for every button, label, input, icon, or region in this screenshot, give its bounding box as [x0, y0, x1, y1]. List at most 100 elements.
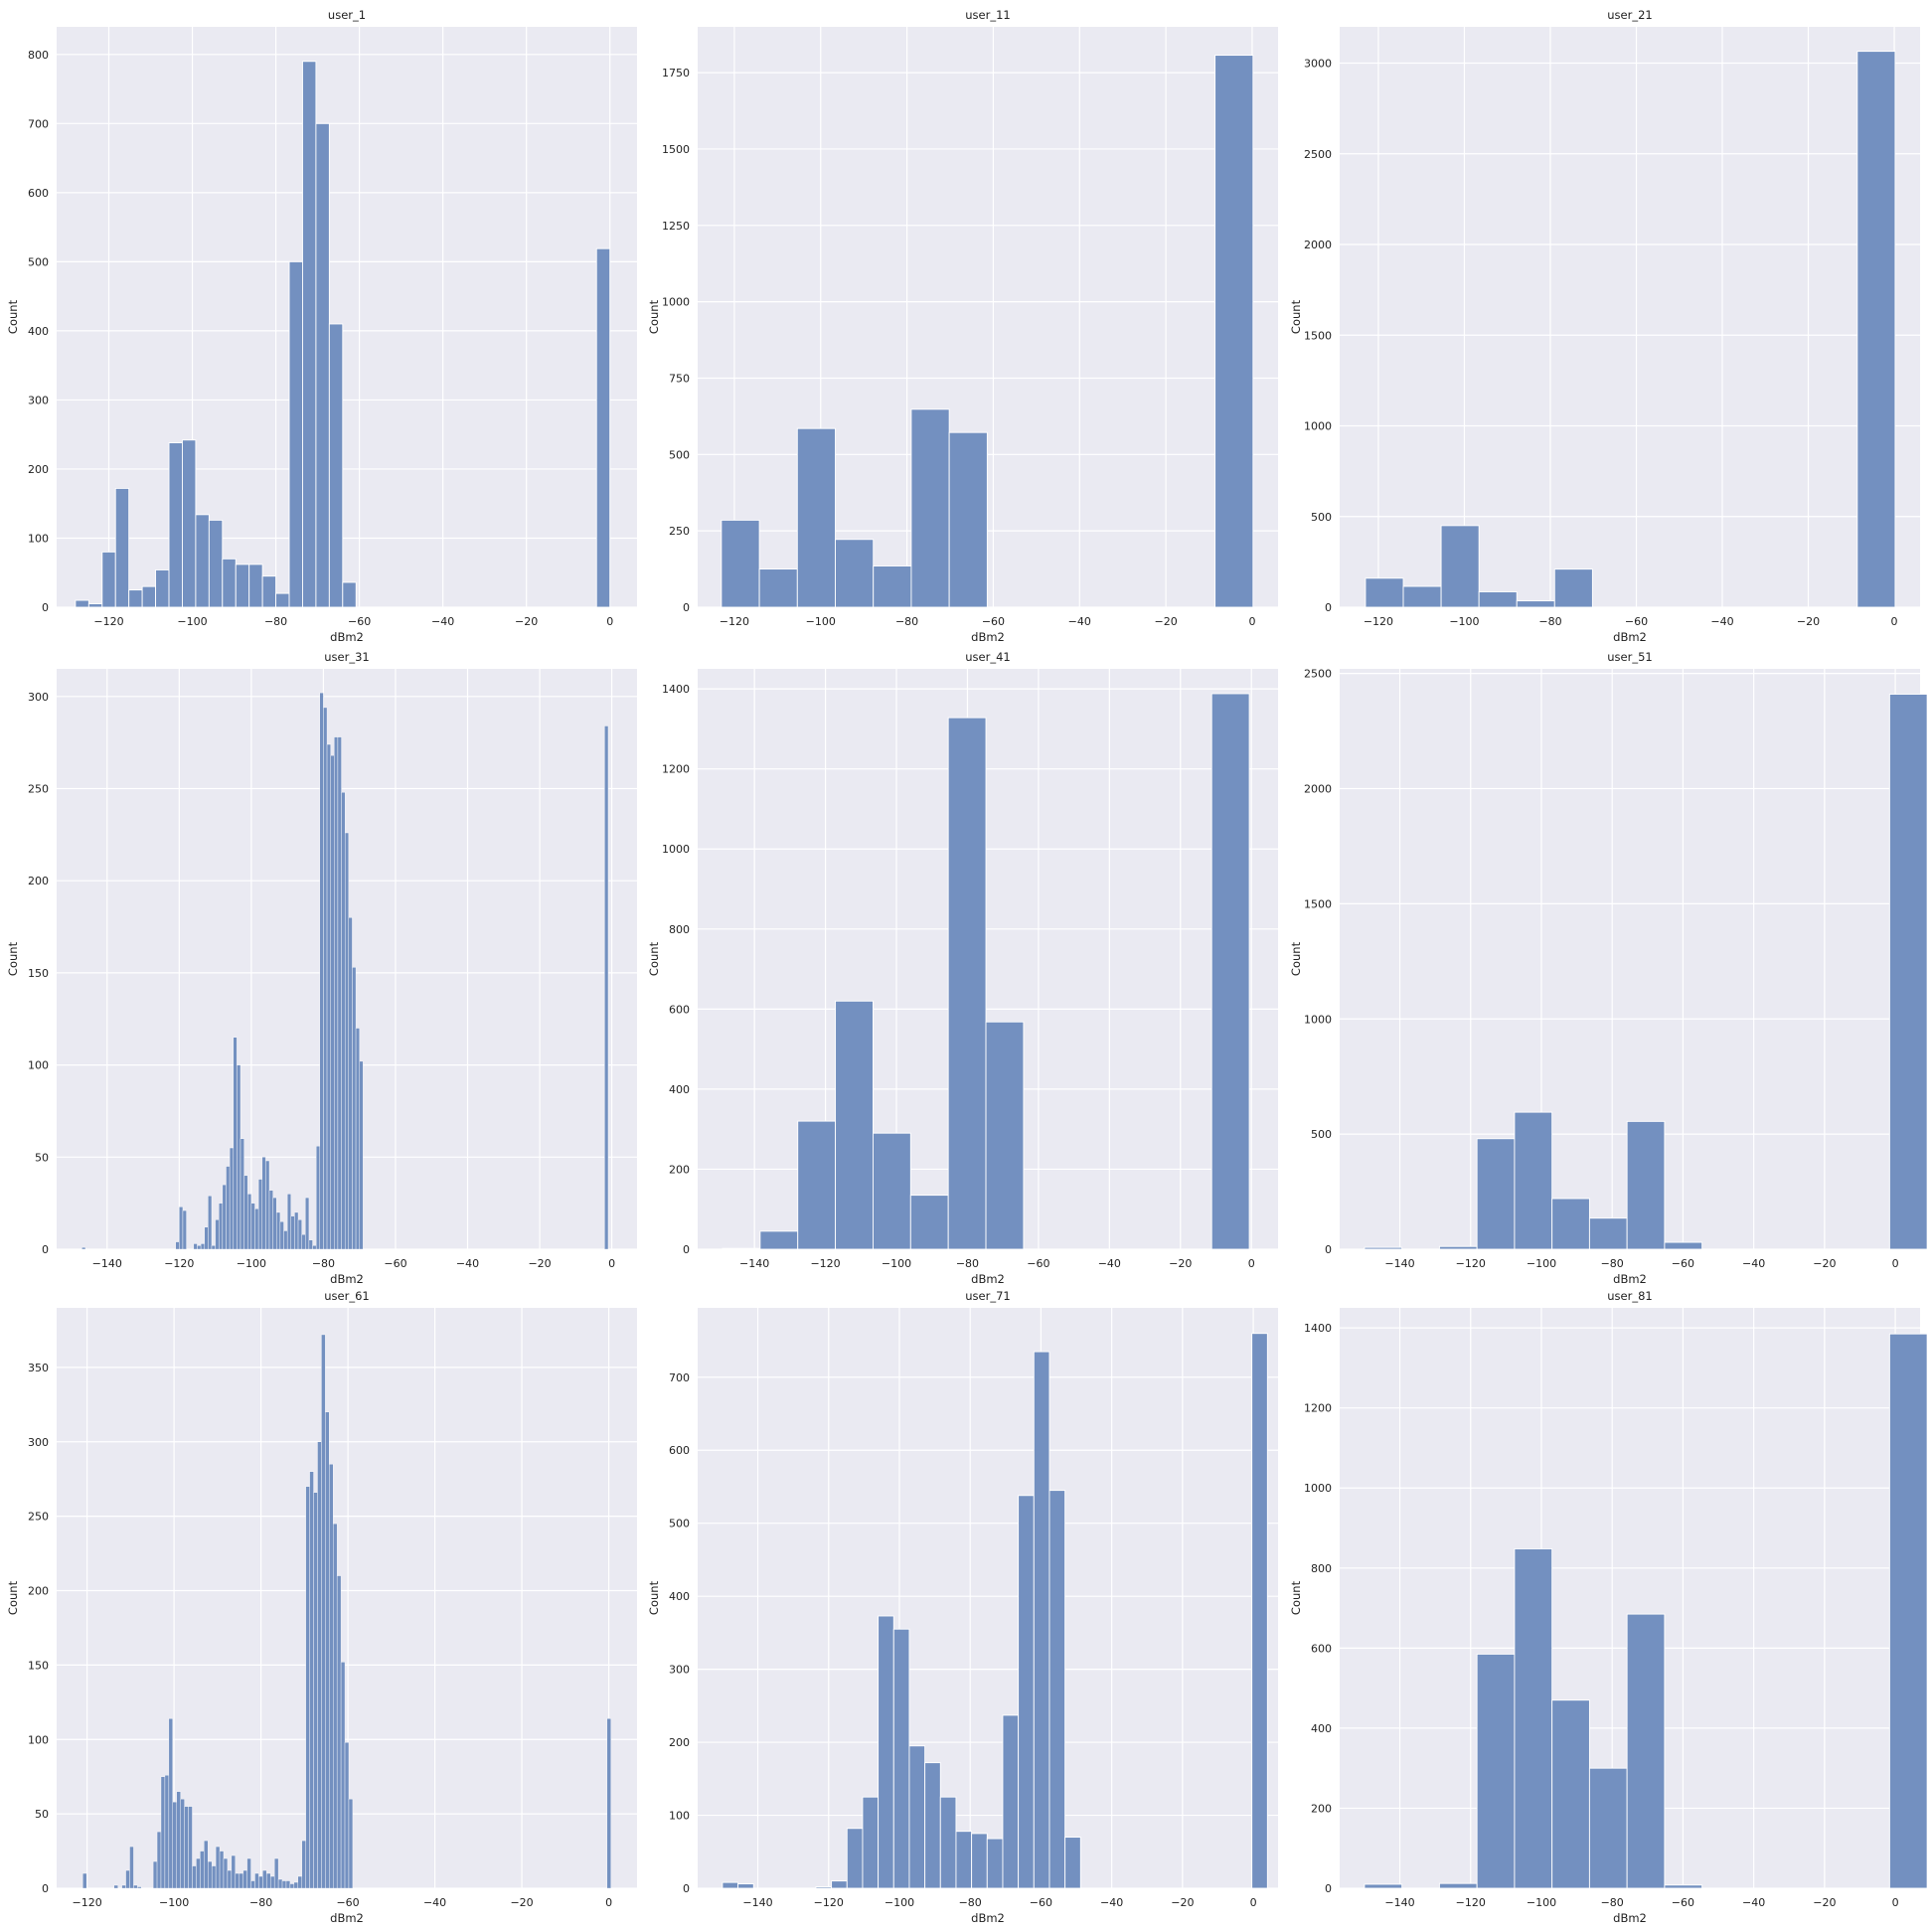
y-tick-label: 250	[669, 525, 690, 538]
y-tick-label: 2500	[1304, 668, 1332, 681]
histogram-bar	[227, 1869, 233, 1889]
histogram-bar	[948, 431, 988, 608]
y-tick-label: 1500	[662, 143, 690, 156]
x-tick-label: −60	[1027, 1257, 1049, 1270]
histogram-bar	[722, 1881, 739, 1889]
histogram-bar	[1626, 1120, 1666, 1250]
y-tick-label: 200	[669, 1736, 690, 1749]
x-tick-label: −20	[1813, 1257, 1836, 1270]
histogram-bar	[341, 792, 346, 1250]
x-tick-label: 0	[1892, 1257, 1899, 1270]
y-axis-label: Count	[6, 299, 20, 334]
axes-background	[57, 27, 637, 607]
y-tick-label: 1400	[1304, 1322, 1332, 1335]
y-tick-label: 600	[1311, 1642, 1332, 1655]
y-tick-label: 0	[683, 601, 690, 614]
histogram-bar	[606, 1718, 611, 1889]
x-tick-label: −140	[92, 1257, 122, 1270]
x-tick-label: −60	[1030, 1896, 1052, 1909]
histogram-bar	[1033, 1351, 1050, 1889]
y-tick-label: 300	[28, 394, 49, 406]
histogram-bar	[352, 967, 357, 1250]
x-tick-label: −100	[159, 1896, 189, 1909]
x-axis-label: dBm2	[1613, 630, 1647, 644]
x-tick-label: −120	[810, 1257, 840, 1270]
histogram-bar	[152, 1860, 158, 1889]
x-tick-label: 0	[608, 1257, 615, 1270]
y-tick-label: 600	[669, 1444, 690, 1457]
histogram-bar	[237, 1064, 242, 1250]
histogram-bar	[325, 1411, 330, 1889]
histogram-bar	[947, 717, 987, 1250]
histogram-bar	[254, 1872, 259, 1889]
histogram-bar	[250, 1203, 255, 1250]
y-axis-label: Count	[1289, 299, 1303, 334]
y-tick-label: 400	[1311, 1722, 1332, 1735]
histogram-bar	[261, 1157, 266, 1250]
histogram-bar	[722, 1247, 761, 1250]
histogram-bar	[344, 832, 350, 1250]
histogram-bar	[1438, 1882, 1478, 1889]
x-axis-label: dBm2	[971, 630, 1005, 644]
x-axis-label: dBm2	[330, 1272, 364, 1286]
histogram-bar	[204, 1226, 209, 1250]
y-tick-label: 2000	[1304, 783, 1332, 796]
histogram-bar	[231, 1854, 236, 1889]
histogram-bar	[246, 1857, 251, 1889]
histogram-bar	[939, 1796, 957, 1889]
histogram-bar	[340, 1662, 346, 1889]
histogram-bar	[223, 1857, 229, 1889]
y-tick-label: 100	[28, 532, 49, 545]
y-axis-label: Count	[6, 1580, 20, 1615]
histogram-bar	[180, 1798, 185, 1889]
x-tick-label: −80	[1601, 1896, 1624, 1909]
y-tick-label: 700	[28, 117, 49, 130]
x-tick-label: −60	[384, 1257, 406, 1270]
x-tick-label: −100	[1527, 1257, 1556, 1270]
histogram-bar	[1364, 1883, 1403, 1889]
histogram-bar	[309, 1471, 314, 1889]
y-tick-label: 0	[683, 1243, 690, 1256]
histogram-bar	[336, 1575, 342, 1889]
y-tick-label: 200	[28, 875, 49, 887]
y-tick-label: 200	[669, 1163, 690, 1176]
histogram-bar	[265, 1160, 270, 1250]
histogram-bar	[283, 1230, 288, 1250]
x-tick-label: −120	[1364, 615, 1393, 628]
histogram-bar	[924, 1762, 941, 1889]
histogram-bar	[175, 1241, 180, 1250]
histogram-bar	[168, 1718, 173, 1889]
histogram-bar	[835, 539, 875, 608]
y-tick-label: 0	[42, 1243, 49, 1256]
y-tick-label: 1000	[662, 843, 690, 856]
histogram-bar	[873, 1132, 911, 1250]
y-tick-label: 350	[28, 1362, 49, 1374]
x-tick-label: −20	[1154, 615, 1177, 628]
y-tick-label: 0	[42, 1882, 49, 1895]
y-axis-label: Count	[647, 299, 661, 334]
histogram-bar	[176, 1791, 181, 1889]
x-tick-label: −60	[982, 615, 1005, 628]
x-tick-label: −140	[1384, 1896, 1414, 1909]
histogram-bar	[305, 1197, 310, 1250]
x-tick-label: −80	[1538, 615, 1561, 628]
histogram-bar	[281, 1880, 287, 1889]
histogram-bar	[892, 1628, 910, 1889]
histogram-bar	[182, 439, 197, 608]
x-tick-label: −60	[348, 615, 371, 628]
histogram-bar	[208, 1196, 213, 1250]
y-tick-label: 1000	[1304, 1013, 1332, 1026]
histogram-bar	[179, 1207, 184, 1250]
histogram-bar	[195, 514, 210, 608]
histogram-bar	[276, 1211, 281, 1250]
y-tick-label: 50	[35, 1151, 49, 1164]
y-tick-label: 200	[28, 463, 49, 476]
x-tick-label: −40	[423, 1896, 446, 1909]
y-tick-label: 300	[28, 1436, 49, 1449]
y-tick-label: 300	[28, 691, 49, 704]
y-tick-label: 400	[669, 1590, 690, 1603]
x-tick-label: −140	[739, 1257, 769, 1270]
y-tick-label: 500	[1311, 1128, 1332, 1141]
histogram-bar	[261, 575, 277, 608]
histogram-bar	[266, 1872, 271, 1889]
